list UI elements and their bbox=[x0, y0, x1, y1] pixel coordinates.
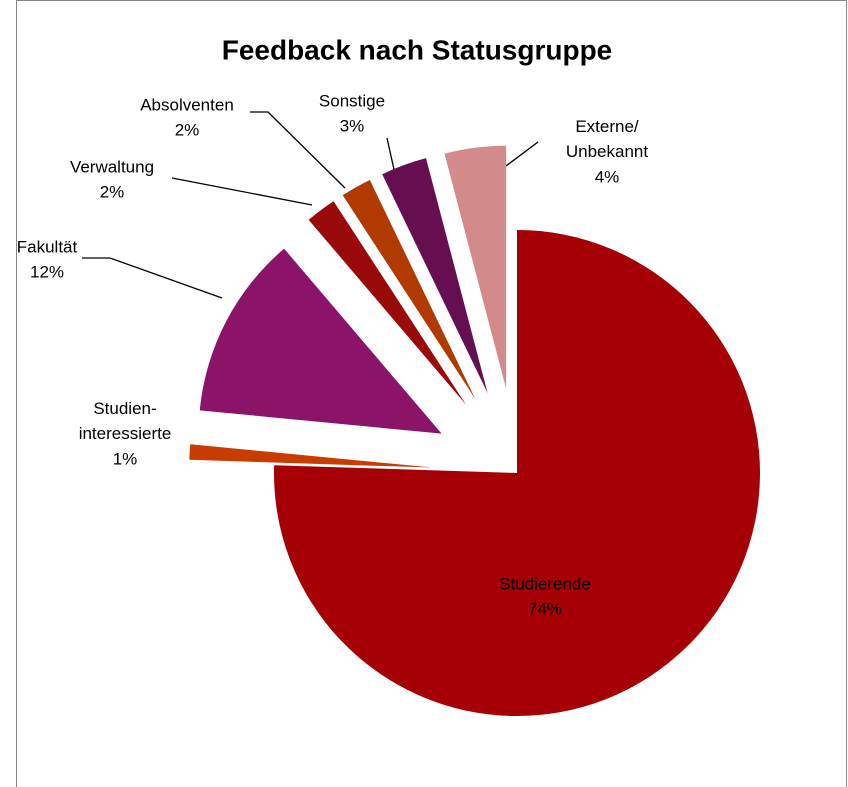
slice-value-label: 74% bbox=[528, 599, 562, 618]
pie-slice bbox=[308, 201, 467, 405]
leader-line bbox=[82, 257, 223, 299]
slice-label: Studien-interessierte bbox=[79, 399, 172, 443]
slice-label: Absolventen bbox=[140, 95, 234, 114]
slice-value-label: 12% bbox=[30, 262, 64, 281]
pie-slice bbox=[382, 158, 488, 394]
pie-slice bbox=[199, 248, 442, 434]
leader-line bbox=[250, 111, 346, 189]
slice-label: Studierende bbox=[499, 574, 591, 593]
slice-value-label: 2% bbox=[175, 120, 200, 139]
slice-value-label: 1% bbox=[113, 449, 138, 468]
slice-label: Externe/Unbekannt bbox=[566, 117, 649, 161]
leader-line bbox=[171, 177, 313, 206]
pie-slice bbox=[273, 230, 760, 716]
slice-label: Fakultät bbox=[17, 237, 78, 256]
slice-value-label: 4% bbox=[595, 167, 620, 186]
slice-value-label: 2% bbox=[100, 182, 125, 201]
slice-label: Verwaltung bbox=[70, 157, 154, 176]
pie-slice bbox=[444, 145, 507, 389]
pie-slice bbox=[342, 180, 476, 399]
pie-slice bbox=[189, 444, 433, 468]
chart-title: Feedback nach Statusgruppe bbox=[222, 34, 613, 65]
slice-value-label: 3% bbox=[340, 116, 365, 135]
slice-label: Sonstige bbox=[319, 91, 385, 110]
